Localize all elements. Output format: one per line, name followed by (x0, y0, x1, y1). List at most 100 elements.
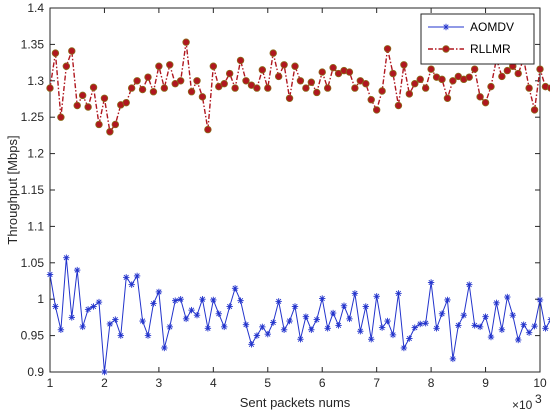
data-point-rllmr (372, 106, 381, 114)
marker-stroke (281, 327, 287, 333)
data-point-aomdv (455, 322, 462, 329)
y-tick-label: 1.25 (21, 110, 45, 124)
data-point-rllmr (351, 84, 359, 92)
marker-stroke (259, 324, 265, 330)
y-tick-label: 0.9 (27, 365, 44, 379)
marker-stroke (423, 320, 429, 326)
marker-stroke (188, 307, 195, 313)
y-tick-label: 1.4 (27, 1, 44, 15)
data-point-aomdv (449, 355, 457, 363)
data-point-aomdv (204, 325, 212, 332)
data-point-rllmr (100, 94, 109, 102)
data-point-aomdv (46, 271, 54, 278)
marker-stroke (74, 267, 80, 273)
data-point-aomdv (422, 320, 429, 327)
marker-stroke (363, 303, 369, 310)
data-point-aomdv (324, 325, 331, 332)
data-point-rllmr (389, 69, 397, 78)
marker-stroke (450, 356, 456, 362)
data-point-aomdv (172, 297, 179, 304)
data-point-aomdv (542, 325, 549, 332)
data-point-rllmr (122, 98, 130, 107)
marker-stroke (384, 318, 391, 324)
data-point-aomdv (253, 332, 261, 339)
marker-stroke (368, 336, 374, 342)
data-point-rllmr (427, 65, 435, 73)
data-point-rllmr (127, 84, 136, 92)
data-point-rllmr (149, 88, 158, 96)
x-tick-label: 2 (101, 376, 108, 390)
x-multiplier-base: ×10 (512, 398, 533, 412)
data-point-aomdv (101, 368, 108, 376)
marker-stroke (145, 332, 151, 339)
data-point-aomdv (487, 333, 495, 341)
marker-stroke (232, 285, 238, 291)
data-point-rllmr (144, 73, 152, 81)
data-point-rllmr (547, 84, 550, 92)
marker-stroke (374, 293, 380, 299)
data-point-rllmr (89, 83, 98, 92)
data-point-aomdv (193, 312, 201, 319)
data-point-aomdv (57, 326, 65, 333)
marker-stroke (493, 300, 500, 306)
data-point-aomdv (79, 323, 86, 331)
marker-stroke (58, 327, 64, 333)
data-point-rllmr (220, 80, 228, 88)
data-point-rllmr (155, 62, 163, 70)
data-point-aomdv (166, 323, 173, 331)
data-point-aomdv (95, 298, 103, 306)
y-tick-label: 0.95 (21, 329, 45, 343)
data-point-aomdv (112, 316, 119, 323)
marker-stroke (194, 312, 200, 318)
legend-entry-aomdv: AOMDV (428, 20, 514, 34)
marker-stroke (150, 300, 157, 307)
data-point-aomdv (547, 316, 550, 323)
data-point-rllmr (73, 101, 81, 110)
marker-stroke (216, 311, 222, 317)
marker-stroke (292, 303, 298, 310)
data-point-rllmr (323, 84, 332, 92)
marker-stroke (499, 327, 505, 333)
data-point-aomdv (493, 299, 500, 307)
x-axis-multiplier: ×10 3 (512, 392, 542, 412)
x-tick-label: 8 (428, 376, 435, 390)
data-point-rllmr (470, 65, 479, 73)
data-point-aomdv (128, 281, 135, 288)
legend-label-aomdv: AOMDV (470, 20, 514, 34)
marker-stroke (504, 294, 510, 300)
x-tick-label: 9 (482, 376, 489, 390)
marker-stroke (515, 337, 521, 343)
x-tick-label: 1 (47, 376, 54, 390)
data-point-rllmr (269, 49, 277, 57)
data-point-rllmr (133, 77, 141, 85)
marker-stroke (265, 331, 271, 337)
marker-stroke (477, 324, 483, 330)
marker-stroke (379, 324, 385, 331)
data-point-aomdv (476, 323, 484, 331)
data-point-aomdv (504, 293, 511, 301)
data-point-aomdv (237, 297, 244, 304)
data-point-rllmr (416, 75, 424, 84)
data-point-aomdv (515, 336, 522, 344)
marker-stroke (443, 24, 449, 30)
marker-stroke (461, 312, 467, 318)
data-point-aomdv (460, 312, 467, 319)
legend-marker-rllmr (442, 45, 450, 53)
data-point-rllmr (400, 61, 408, 69)
data-point-aomdv (373, 293, 380, 300)
data-point-aomdv (389, 331, 397, 339)
data-point-rllmr (225, 69, 234, 78)
data-point-rllmr (525, 84, 533, 92)
data-point-aomdv (395, 290, 402, 297)
data-point-rllmr (236, 56, 245, 65)
y-tick-label: 1.05 (21, 256, 45, 270)
data-point-rllmr (449, 77, 457, 85)
legend-marker-aomdv (442, 23, 450, 31)
data-point-rllmr (411, 80, 419, 88)
data-point-aomdv (264, 330, 271, 338)
data-point-rllmr (443, 94, 452, 102)
data-point-aomdv (63, 254, 70, 261)
data-point-aomdv (259, 323, 266, 331)
data-point-aomdv (155, 288, 163, 296)
data-point-aomdv (74, 266, 81, 274)
